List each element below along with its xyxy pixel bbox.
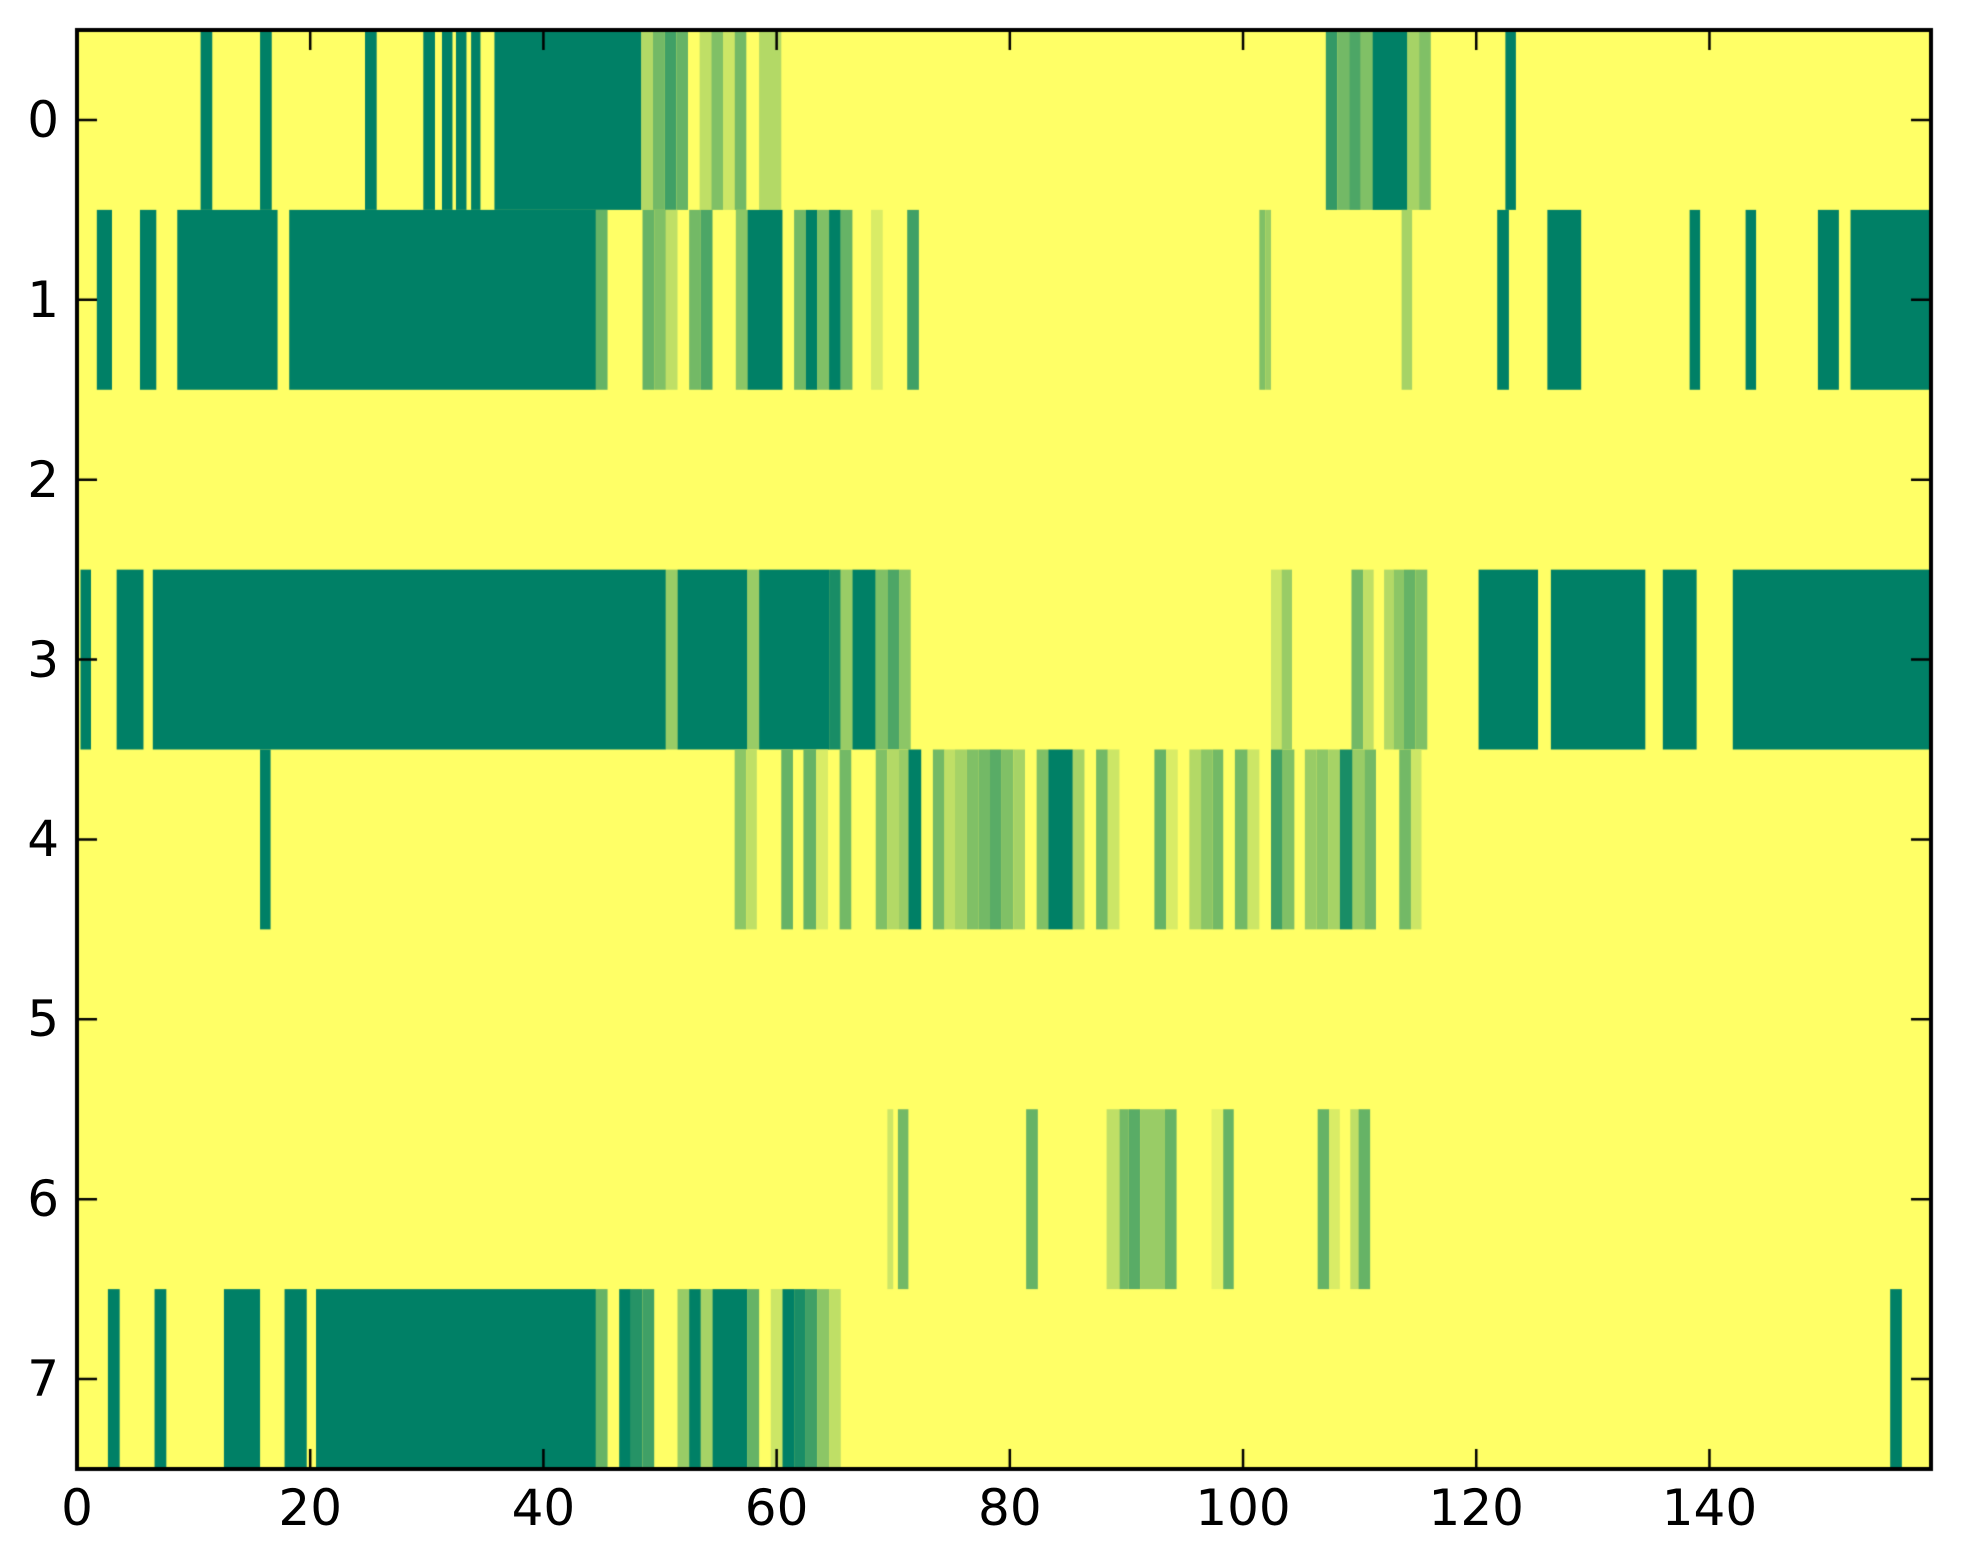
y-tick-label-0: 0: [27, 90, 59, 149]
x-tick-label-140: 140: [1661, 1479, 1758, 1537]
y-tick-label-2: 2: [27, 450, 59, 509]
x-tick-label-80: 80: [978, 1479, 1042, 1537]
x-tick-label-0: 0: [61, 1479, 93, 1537]
y-tick-label-1: 1: [27, 270, 59, 329]
x-tick-label-40: 40: [511, 1479, 576, 1537]
y-tick-label-4: 4: [27, 810, 59, 869]
y-tick-label-6: 6: [27, 1170, 59, 1229]
x-tick-label-60: 60: [744, 1479, 809, 1537]
x-tick-label-20: 20: [278, 1479, 343, 1537]
y-tick-label-7: 7: [27, 1350, 59, 1409]
x-tick-label-100: 100: [1195, 1479, 1291, 1537]
y-tick-label-3: 3: [27, 630, 59, 689]
y-tick-label-5: 5: [27, 990, 59, 1049]
x-tick-label-120: 120: [1428, 1479, 1524, 1537]
